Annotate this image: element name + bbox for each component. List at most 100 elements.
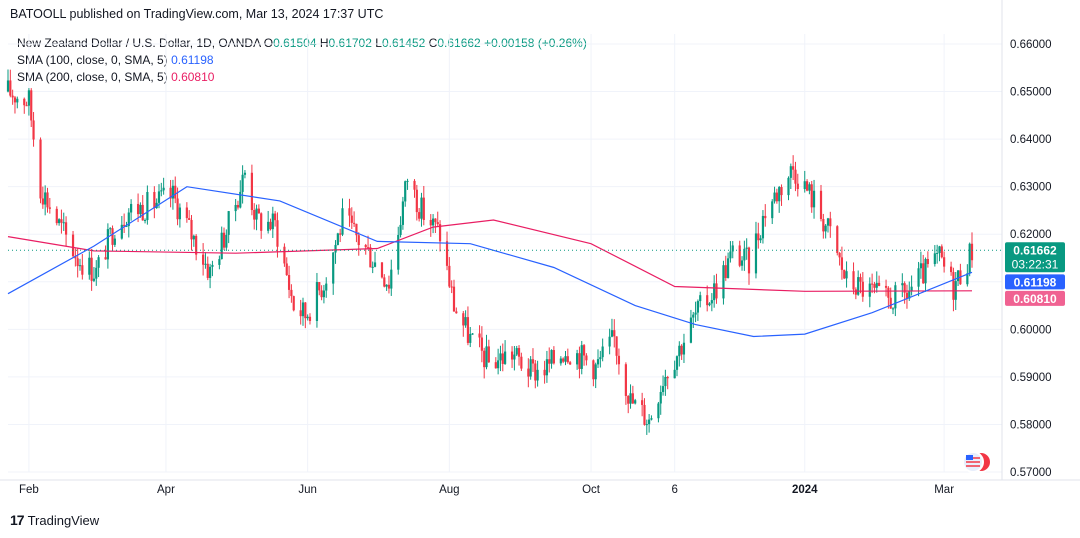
candle-body [513, 354, 516, 360]
last-price-text: 0.61662 [1013, 243, 1057, 257]
y-tick-label: 0.58000 [1010, 419, 1052, 431]
candle-body [41, 198, 44, 205]
symbol-row[interactable]: New Zealand Dollar / U.S. Dollar, 1D, OA… [17, 35, 587, 52]
candle-body [792, 166, 795, 170]
candle-body [812, 190, 816, 208]
candle-body [710, 300, 713, 304]
candle-body [257, 208, 260, 214]
candle-body [970, 243, 974, 261]
candle-body [269, 221, 272, 230]
candle-body [754, 233, 758, 274]
candle-body [357, 235, 360, 246]
candle-body [613, 330, 616, 337]
candle-body [922, 263, 925, 284]
candle-body [650, 418, 653, 420]
candle-body [178, 207, 181, 220]
candle-body [599, 357, 602, 360]
candle-body [153, 192, 156, 209]
candle-body [301, 302, 305, 317]
time-axis[interactable]: Feb Apr Jun Aug Oct 6 2024 Mar [19, 484, 954, 496]
candle-body [234, 204, 237, 212]
candle-body [796, 183, 799, 190]
candle-body [46, 192, 49, 208]
flag-icon[interactable] [962, 451, 992, 473]
candle-body [325, 283, 328, 291]
candle-body [761, 215, 765, 239]
candle-body [743, 248, 746, 261]
candle-body [794, 169, 797, 184]
candle-body [415, 189, 418, 213]
candle-body [436, 222, 439, 225]
candle-body [661, 386, 665, 392]
high-value: 0.61702 [328, 36, 372, 50]
candle-body [673, 369, 676, 379]
candle-body [74, 256, 77, 259]
candle-body [634, 400, 637, 404]
candle-body [891, 308, 895, 310]
candle-body [315, 282, 319, 321]
candle-body [434, 218, 437, 223]
candle-body [738, 245, 741, 266]
candle-body [499, 353, 502, 361]
candle-body [919, 263, 922, 269]
candle-body [926, 258, 929, 265]
candle-body [385, 284, 388, 287]
candle-body [722, 265, 725, 299]
candle-body [341, 208, 344, 235]
candle-body [292, 296, 295, 311]
candle-body [894, 285, 897, 309]
x-tick-label: Oct [582, 484, 601, 496]
candle-body [543, 369, 546, 376]
candle-body [627, 395, 630, 404]
candle-body [462, 313, 465, 326]
candle-body [615, 336, 618, 356]
candle-body [350, 215, 353, 223]
tradingview-logo-icon[interactable]: 17 [10, 512, 25, 528]
candle-body [713, 283, 716, 301]
candle-body [404, 181, 407, 202]
candle-body [829, 218, 832, 227]
chart-legend: New Zealand Dollar / U.S. Dollar, 1D, OA… [17, 35, 587, 86]
candle-body [873, 284, 876, 288]
candle-body [664, 376, 667, 387]
candle-body [675, 356, 679, 370]
candle-body [283, 246, 286, 264]
candle-body [803, 181, 806, 190]
candle-body [353, 222, 356, 224]
sma200-line [7, 219, 973, 292]
candle-body [715, 283, 718, 299]
candle-body [775, 192, 778, 202]
candle-body [204, 263, 207, 265]
sma-lines [7, 186, 973, 338]
sma200-row[interactable]: SMA (200, close, 0, SMA, 5) 0.60810 [17, 69, 587, 86]
candle-body [536, 369, 539, 381]
candle-body [550, 350, 553, 364]
candle-body [429, 219, 432, 226]
candle-body [111, 228, 114, 245]
candle-body [169, 187, 172, 199]
candle-body [585, 355, 588, 361]
x-tick-label: Jun [298, 484, 317, 496]
candle-body [318, 282, 321, 291]
candle-body [694, 312, 697, 315]
candle-body [90, 257, 93, 281]
sma200-badge [1005, 290, 1065, 306]
candle-body [185, 207, 188, 219]
x-tick-label: 2024 [792, 484, 818, 496]
candle-body [143, 220, 147, 222]
candle-body [431, 218, 435, 226]
sma100-row[interactable]: SMA (100, close, 0, SMA, 5) 0.61198 [17, 52, 587, 69]
candle-body [369, 247, 372, 268]
candle-body [949, 266, 953, 273]
sma100-badge [1005, 274, 1065, 290]
candle-body [552, 350, 555, 364]
footer-brand[interactable]: TradingView [27, 512, 100, 528]
candle-body [503, 351, 507, 364]
candle-body [202, 254, 205, 265]
candle-body [9, 80, 12, 96]
candle-body [843, 269, 846, 279]
price-badges: 0.61662 03:22:31 0.61198 0.60810 [8, 242, 1065, 306]
candle-body [968, 243, 971, 274]
price-axis[interactable]: 0.660000.650000.640000.630000.620000.610… [1010, 39, 1052, 479]
